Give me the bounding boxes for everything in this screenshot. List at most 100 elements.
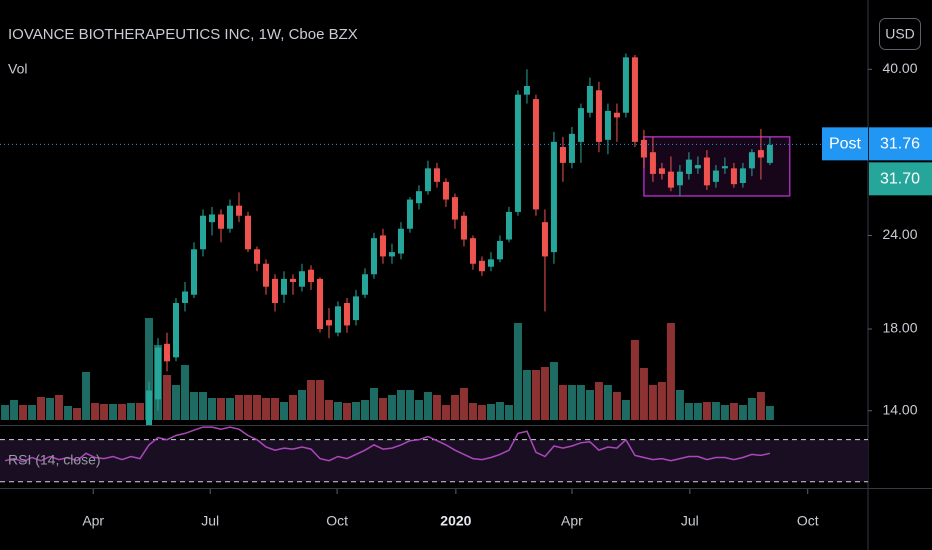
candle-body — [442, 181, 449, 200]
candle-body — [622, 57, 629, 113]
candle-body — [173, 302, 180, 358]
volume-bar — [378, 398, 387, 420]
volume-bar — [630, 340, 639, 420]
price-layer — [0, 53, 868, 425]
volume-bar — [405, 390, 414, 420]
candle-body — [298, 271, 305, 287]
volume-bar — [414, 400, 423, 420]
volume-bar — [118, 404, 127, 420]
volume-bar — [288, 395, 297, 420]
volume-bar — [19, 405, 28, 420]
rsi-line — [4, 426, 771, 463]
volume-bar — [244, 395, 252, 420]
candle-body — [766, 144, 773, 163]
volume-bar — [279, 402, 288, 420]
candle-body — [289, 278, 296, 282]
volume-bar — [109, 404, 118, 420]
axes-layer: 14.00 18.00 24.00 40.00 Apr Jul Oct 2020 Apr Jul O… — [82, 60, 932, 529]
candle-body — [164, 343, 171, 362]
volume-bar — [711, 402, 720, 420]
volume-bar — [37, 397, 46, 420]
volume-bar — [450, 395, 459, 420]
volume-bar — [684, 403, 693, 420]
volume-bar — [441, 405, 450, 420]
volume-bar — [46, 398, 55, 420]
candle-body — [739, 168, 746, 183]
candle-body — [433, 168, 440, 182]
candle-body — [406, 199, 413, 229]
candle-body — [191, 249, 198, 295]
volume-bar — [208, 398, 217, 420]
volume-bar — [648, 385, 657, 420]
candle-body — [577, 108, 584, 142]
candle-body — [694, 165, 701, 169]
candle-body — [550, 141, 557, 253]
x-tick-label: Oct — [797, 513, 819, 529]
volume-bar — [675, 390, 684, 420]
volume-bar — [342, 403, 351, 420]
volume-bar — [720, 405, 729, 420]
volume-bar — [10, 400, 19, 420]
volume-bar — [172, 385, 181, 420]
candle-body — [712, 170, 719, 182]
volume-bar — [594, 382, 603, 420]
volume-bar — [270, 398, 279, 420]
volume-bar — [369, 388, 378, 420]
candle-body — [307, 269, 314, 282]
y-tick-label: 24.00 — [882, 226, 917, 242]
candle-body — [640, 139, 647, 158]
volume-bar — [1, 405, 10, 420]
candle-body — [352, 296, 359, 321]
candle-body — [721, 166, 728, 169]
volume-bar — [306, 380, 315, 420]
volume-bar — [163, 375, 172, 420]
volume-bar — [127, 403, 136, 420]
post-label-box — [822, 127, 868, 161]
volume-bar — [235, 395, 244, 420]
candle-body — [460, 215, 467, 240]
x-tick-label: 2020 — [440, 513, 471, 529]
volume-bar — [73, 408, 82, 420]
chart-title: IOVANCE BIOTHERAPEUTICS INC, 1W, Cboe BZ… — [8, 26, 358, 43]
candle-body — [343, 302, 350, 326]
candle-body — [604, 110, 611, 140]
volume-bar — [64, 406, 73, 420]
volume-bar — [261, 398, 270, 420]
y-tick-label: 18.00 — [882, 320, 917, 336]
candle-body — [730, 168, 737, 185]
currency[interactable]: USD — [885, 26, 915, 42]
candle-body — [496, 240, 503, 260]
currency-box[interactable] — [879, 18, 921, 50]
candle-body — [469, 238, 476, 264]
volume-bar — [585, 390, 594, 420]
rsi-layer — [0, 426, 868, 483]
volume-bar — [567, 385, 576, 420]
candle-body — [523, 85, 530, 95]
volume-bar — [522, 370, 531, 420]
candle-body — [370, 238, 377, 275]
post-price-label: 31.76 — [880, 136, 920, 153]
candle-body — [685, 159, 692, 174]
volume-bar — [100, 404, 109, 420]
post-label: Post — [829, 136, 862, 153]
volume-bar — [82, 372, 91, 420]
candle-body — [209, 214, 216, 223]
volume-bar — [576, 385, 585, 420]
volume-bar — [28, 405, 37, 420]
candle-body — [757, 150, 764, 158]
volume-bar — [432, 395, 441, 420]
y-tick-label: 40.00 — [882, 60, 917, 76]
candle-body — [505, 211, 512, 240]
last-price-tag — [869, 162, 932, 196]
volume-bar — [621, 400, 630, 420]
volume-bar — [217, 398, 226, 420]
candle-body — [236, 205, 243, 216]
post-price-tag — [869, 127, 932, 161]
candle-body — [667, 171, 674, 188]
volume-bar — [549, 362, 558, 420]
x-tick-label: Oct — [326, 513, 348, 529]
volume-bar — [486, 404, 495, 420]
volume-bar — [612, 392, 621, 420]
candle-body — [316, 278, 323, 330]
volume-bar — [351, 402, 360, 420]
